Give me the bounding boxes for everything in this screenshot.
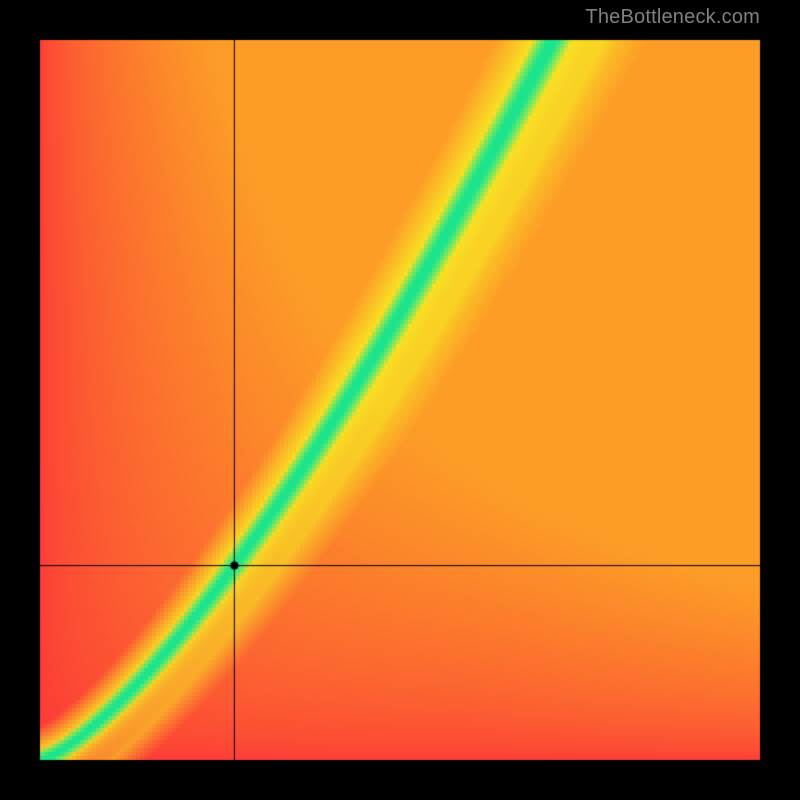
watermark-text: TheBottleneck.com [585,6,760,29]
heatmap-canvas [0,0,800,800]
bottleneck-chart: TheBottleneck.com [0,0,800,800]
